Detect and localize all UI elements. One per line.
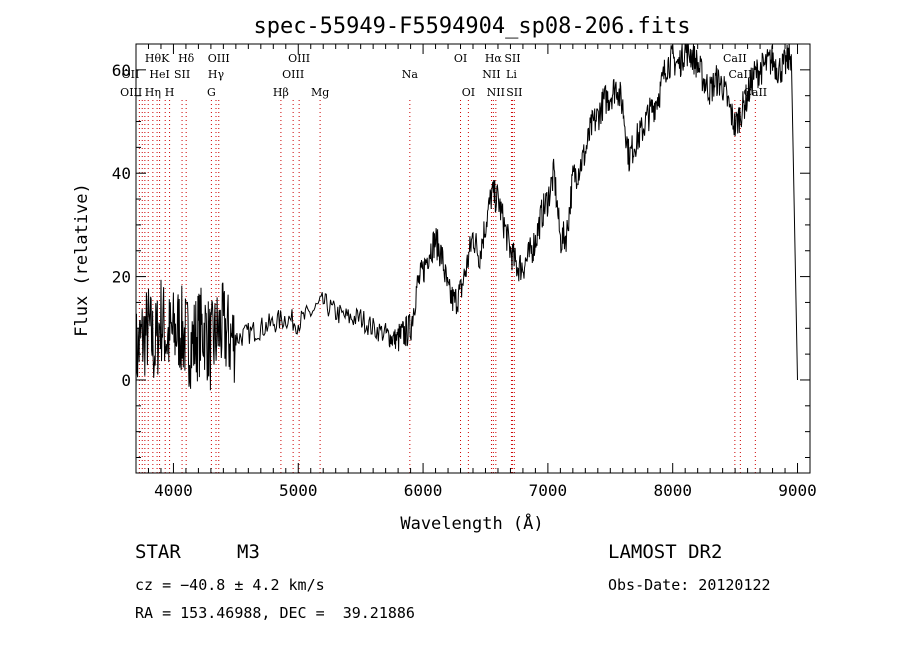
line-marker-label: OIII bbox=[120, 86, 142, 99]
line-marker-label: OIII bbox=[208, 52, 230, 65]
line-marker-label: H bbox=[165, 86, 175, 99]
y-tick-label: 20 bbox=[112, 268, 131, 287]
line-marker-label: OI bbox=[462, 86, 475, 99]
line-marker-label: OIII bbox=[288, 52, 310, 65]
survey-name: LAMOST DR2 bbox=[608, 541, 723, 563]
line-marker-label: CaII bbox=[729, 68, 753, 81]
axes: 4000 5000 6000 7000 8000 9000 0 20 40 60 bbox=[112, 43, 817, 500]
line-marker-label: CaII bbox=[723, 52, 747, 65]
y-tick-label: 60 bbox=[112, 61, 131, 80]
spectrum-series bbox=[135, 43, 798, 401]
line-marker-label: Li bbox=[506, 68, 517, 81]
line-marker-label: Hβ bbox=[273, 86, 289, 99]
line-marker-label: HeI bbox=[149, 68, 169, 81]
line-marker-label: OIII bbox=[282, 68, 304, 81]
line-marker-label: Hα bbox=[485, 52, 503, 65]
x-tick-label: 4000 bbox=[154, 481, 193, 500]
line-marker-label: NII bbox=[482, 68, 500, 81]
line-marker-label: NII bbox=[487, 86, 505, 99]
line-marker-label: Na bbox=[402, 68, 419, 81]
observation-date: Obs-Date: 20120122 bbox=[608, 576, 771, 594]
line-marker-label: Mg bbox=[311, 86, 329, 99]
line-marker-label: OII bbox=[122, 68, 140, 81]
line-marker-label: Hγ bbox=[208, 68, 225, 81]
coordinates: RA = 153.46988, DEC = 39.21886 bbox=[135, 604, 415, 622]
line-marker-label: Hη bbox=[145, 86, 161, 99]
line-marker-label: OI bbox=[454, 52, 467, 65]
line-marker-label: SII bbox=[504, 52, 520, 65]
line-marker-label: K bbox=[161, 52, 170, 65]
y-tick-label: 0 bbox=[121, 371, 131, 390]
spectral-line-markers: OII OIII Hθ Hη HeI K H SII Hδ G Hγ OIII Hβ OIII OIII Mg… bbox=[120, 52, 767, 473]
x-axis-label: Wavelength (Å) bbox=[400, 512, 543, 534]
x-tick-label: 8000 bbox=[653, 481, 692, 500]
x-tick-label: 9000 bbox=[778, 481, 817, 500]
x-tick-label: 7000 bbox=[529, 481, 568, 500]
y-axis-label: Flux (relative) bbox=[72, 183, 92, 337]
y-tick-label: 40 bbox=[112, 164, 131, 183]
line-marker-label: SII bbox=[506, 86, 522, 99]
redshift-cz: cz = −40.8 ± 4.2 km/s bbox=[135, 576, 325, 594]
plot-frame bbox=[135, 43, 811, 474]
line-marker-label: SII bbox=[174, 68, 190, 81]
x-tick-label: 5000 bbox=[279, 481, 318, 500]
line-marker-label: Hδ bbox=[178, 52, 195, 65]
line-marker-label: Hθ bbox=[145, 52, 162, 65]
chart-title: spec-55949-F5594904_sp08-206.fits bbox=[253, 14, 690, 39]
line-marker-label: G bbox=[207, 86, 216, 99]
object-class: STAR bbox=[135, 541, 181, 563]
object-subclass: M3 bbox=[237, 541, 260, 563]
x-tick-label: 6000 bbox=[404, 481, 443, 500]
spectrum-line bbox=[135, 43, 798, 401]
